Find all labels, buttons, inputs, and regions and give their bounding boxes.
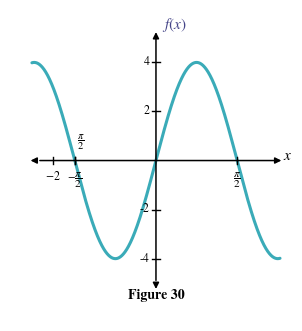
Text: $-2$: $-2$ — [45, 170, 60, 183]
Text: $x$: $x$ — [283, 149, 292, 163]
Text: $\dfrac{\pi}{2}$: $\dfrac{\pi}{2}$ — [77, 133, 85, 152]
Text: -4: -4 — [140, 253, 150, 264]
Text: -2: -2 — [140, 204, 150, 215]
Text: $-\dfrac{\pi}{2}$: $-\dfrac{\pi}{2}$ — [67, 170, 82, 190]
Text: 2: 2 — [144, 106, 150, 118]
Text: Figure 30: Figure 30 — [127, 289, 184, 302]
Text: 4: 4 — [144, 57, 150, 68]
Text: $\dfrac{\pi}{2}$: $\dfrac{\pi}{2}$ — [233, 170, 241, 190]
Text: $f(x)$: $f(x)$ — [162, 16, 187, 34]
